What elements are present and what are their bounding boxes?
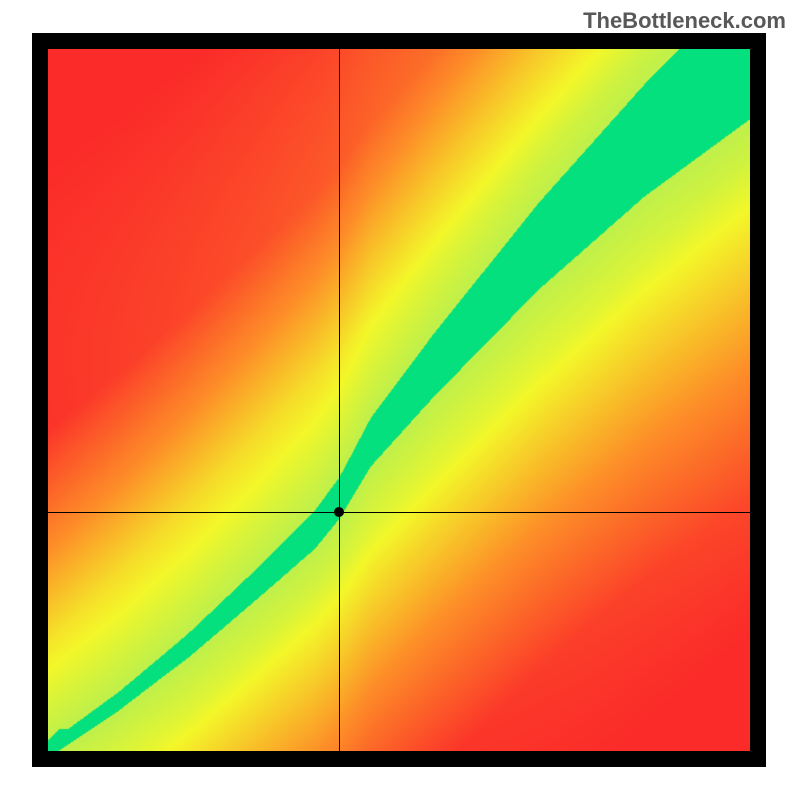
heatmap-canvas xyxy=(48,49,750,751)
heatmap-plot-area xyxy=(48,49,750,751)
crosshair-vertical xyxy=(339,49,340,751)
crosshair-horizontal xyxy=(48,512,750,513)
figure-container: TheBottleneck.com xyxy=(0,0,800,800)
watermark-text: TheBottleneck.com xyxy=(583,8,786,34)
